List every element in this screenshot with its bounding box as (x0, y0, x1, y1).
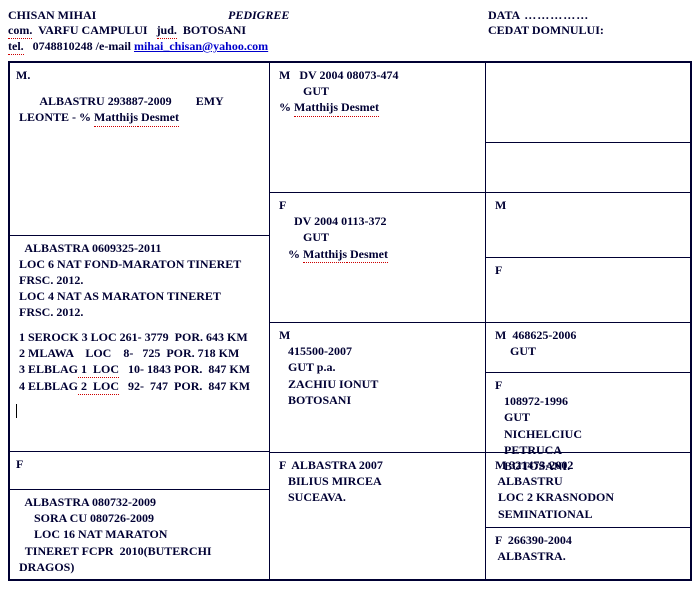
g3-8-l1: F 266390-2004 (492, 532, 684, 548)
res1b: FRSC. 2012. (16, 272, 263, 288)
g3-4: F (492, 262, 684, 278)
gen2-cell-3: M 415500-2007 GUT p.a. ZACHIU IONUT BOTO… (270, 323, 485, 453)
gen3-cell-4: F (486, 258, 690, 323)
g3-6-l4: NICHELCIUC (492, 426, 684, 442)
contact: tel. 0748810248 /e-mail mihai_chisan@yah… (8, 39, 268, 53)
race1: 1 SEROCK 3 LOC 261- 3779 POR. 643 KM (16, 329, 263, 345)
race3: 3 ELBLAG 1 LOC 10- 1843 POR. 847 KM (16, 361, 263, 378)
column-3: M F M 468625-2006 GUT F 108972-1996 GUT … (486, 63, 690, 579)
dam-l5: DRAGOS) (16, 559, 263, 575)
g2-4-l3: SUCEAVA. (276, 489, 479, 505)
gen2-cell-1: M DV 2004 08073-474 GUT % Matthijs Desme… (270, 63, 485, 193)
location: com. VARFU CAMPULUI jud. BOTOSANI (8, 23, 488, 39)
g3-6-l2: 108972-1996 (492, 393, 684, 409)
dam-l2: SORA CU 080726-2009 (16, 510, 263, 526)
g3-7-l4: SEMINATIONAL (492, 506, 684, 522)
gen1-f-label: F (10, 452, 269, 490)
res1: LOC 6 NAT FOND-MARATON TINERET (16, 256, 263, 272)
dam-l4: TINERET FCPR 2010(BUTERCHI (16, 543, 263, 559)
g3-6-l1: F (492, 377, 684, 393)
gen3-cell-8: F 266390-2004 ALBASTRA. (486, 528, 690, 579)
g2-1-l2: GUT (276, 83, 479, 99)
g2-1-l3: % Matthijs Desmet (276, 99, 479, 116)
pedigree-grid: M. ALBASTRU 293887-2009 EMY LEONTE - % M… (8, 61, 692, 581)
county: BOTOSANI (177, 23, 246, 37)
dam-id: ALBASTRA 080732-2009 (16, 494, 263, 510)
gen1-sire: M. ALBASTRU 293887-2009 EMY LEONTE - % M… (10, 63, 269, 236)
gen3-cell-7: M 321473-2002 ALBASTRU LOC 2 KRASNODON S… (486, 453, 690, 528)
header-row-1: CHISAN MIHAI PEDIGREE DATA …………… (8, 8, 692, 23)
g2-3-l4: ZACHIU IONUT (276, 376, 479, 392)
column-2: M DV 2004 08073-474 GUT % Matthijs Desme… (270, 63, 486, 579)
g3-5-l1: M 468625-2006 (492, 327, 684, 343)
gen2-cell-4: F ALBASTRA 2007 BILIUS MIRCEA SUCEAVA. (270, 453, 485, 579)
g2-1-l1: M DV 2004 08073-474 (276, 67, 479, 83)
g2-3-l5: BOTOSANI (276, 392, 479, 408)
g2-2-l4: % Matthijs Desmet (276, 246, 479, 263)
subj-id: ALBASTRA 0609325-2011 (16, 240, 263, 256)
dam-l3: LOC 16 NAT MARATON (16, 526, 263, 542)
com-label: com. (8, 23, 32, 39)
g3-7-l3: LOC 2 KRASNODON (492, 489, 684, 505)
race4: 4 ELBLAG 2 LOC 92- 747 POR. 847 KM (16, 378, 263, 395)
g2-2-l3: GUT (276, 229, 479, 245)
phone: 0748810248 /e-mail (24, 39, 134, 53)
g2-3-l3: GUT p.a. (276, 359, 479, 375)
gen2-cell-2: F DV 2004 0113-372 GUT % Matthijs Desmet (270, 193, 485, 323)
page-header: CHISAN MIHAI PEDIGREE DATA …………… com. VA… (8, 8, 692, 55)
email-link[interactable]: mihai_chisan@yahoo.com (134, 39, 268, 53)
owner-name: CHISAN MIHAI (8, 8, 228, 23)
cursor (16, 401, 263, 417)
gen3-cell-3: M (486, 193, 690, 258)
g3-3: M (492, 197, 684, 213)
bird-id: ALBASTRU 293887-2009 EMY (16, 93, 263, 109)
gen3-cell-2 (486, 143, 690, 193)
sex-m: M. (16, 67, 263, 83)
g3-5-l2: GUT (492, 343, 684, 359)
gen3-cell-1 (486, 63, 690, 143)
gen1-dam: ALBASTRA 080732-2009 SORA CU 080726-2009… (10, 490, 269, 579)
race2: 2 MLAWA LOC 8- 725 POR. 718 KM (16, 345, 263, 361)
commune: VARFU CAMPULUI (32, 23, 156, 37)
header-row-2: com. VARFU CAMPULUI jud. BOTOSANI CEDAT … (8, 23, 692, 39)
pedigree-title: PEDIGREE (228, 8, 488, 23)
gen3-cell-6: F 108972-1996 GUT NICHELCIUC PETRUCA BOT… (486, 373, 690, 453)
g3-7-l1: M 321473-2002 (492, 457, 684, 473)
sex-f: F (16, 456, 263, 472)
g3-6-l3: GUT (492, 409, 684, 425)
g2-2-l1: F (276, 197, 479, 213)
g3-8-l2: ALBASTRA. (492, 548, 684, 564)
tel-label: tel. (8, 39, 24, 55)
column-1: M. ALBASTRU 293887-2009 EMY LEONTE - % M… (10, 63, 270, 579)
gen3-cell-5: M 468625-2006 GUT (486, 323, 690, 373)
g2-4-l1: F ALBASTRA 2007 (276, 457, 479, 473)
g2-4-l2: BILIUS MIRCEA (276, 473, 479, 489)
data-text: DATA (488, 8, 520, 22)
data-dots: …………… (520, 8, 589, 22)
res2b: FRSC. 2012. (16, 304, 263, 320)
g2-3-l2: 415500-2007 (276, 343, 479, 359)
owner-line: LEONTE - % Matthijs Desmet (16, 109, 263, 126)
data-label: DATA …………… (488, 8, 589, 23)
cedat-label: CEDAT DOMNULUI: (488, 23, 604, 39)
g3-7-l2: ALBASTRU (492, 473, 684, 489)
res2: LOC 4 NAT AS MARATON TINERET (16, 288, 263, 304)
jud-label: jud. (157, 23, 177, 39)
g2-3-l1: M (276, 327, 479, 343)
gen1-subject: ALBASTRA 0609325-2011 LOC 6 NAT FOND-MAR… (10, 236, 269, 452)
g2-2-l2: DV 2004 0113-372 (276, 213, 479, 229)
header-row-3: tel. 0748810248 /e-mail mihai_chisan@yah… (8, 39, 692, 55)
